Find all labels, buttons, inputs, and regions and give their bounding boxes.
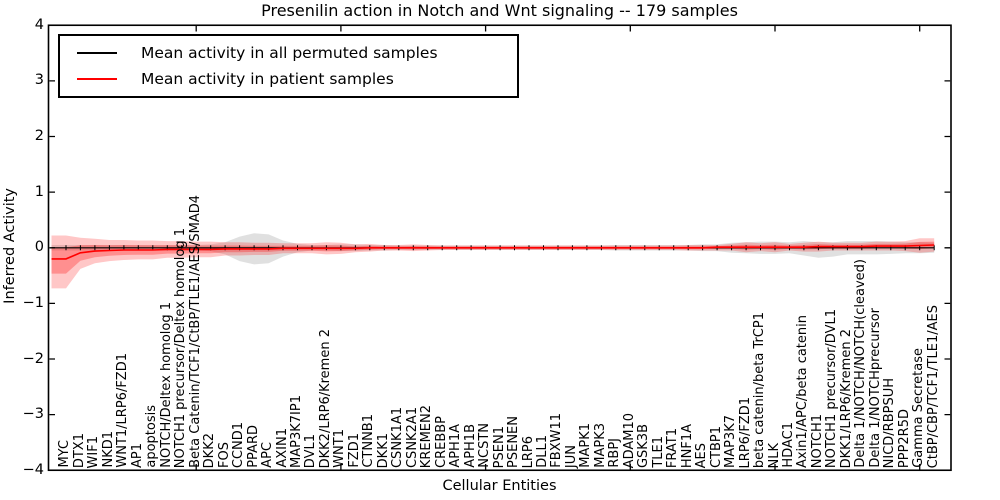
permuted-band (51, 233, 935, 265)
legend-entry-permuted: Mean activity in all permuted samples (60, 44, 517, 62)
black-line-swatch (77, 52, 117, 54)
red-line-swatch (77, 78, 117, 80)
x-tick-label: DLL1 (534, 435, 550, 468)
y-tick-label: 3 (34, 72, 44, 89)
x-tick-label: CSNK2A1 (404, 406, 420, 468)
x-tick-label: FOS (216, 442, 232, 468)
legend-entry-patient: Mean activity in patient samples (60, 70, 517, 88)
x-tick-label: DVL1 (303, 433, 319, 468)
x-tick-label: NKD1 (100, 431, 116, 468)
x-tick-label: DKK1/LRP6/Kremen 2 (838, 328, 854, 468)
x-tick-label: Beta Catenin/TCF1/CtBP/TLE1/AES/SMAD4 (187, 195, 203, 468)
x-tick-label: AXIN1 (274, 428, 290, 468)
x-tick-label: MAP3K7IP1 (288, 395, 304, 468)
x-tick-label: APC (260, 442, 276, 468)
x-tick-label: Delta 1/NOTCH/NOTCH(cleaved) (853, 259, 869, 468)
x-tick-label: DTX1 (71, 432, 87, 468)
x-tick-label: NOTCH/Deltex homolog 1 (158, 302, 174, 468)
x-tick-label: ADAM10 (621, 412, 637, 468)
x-tick-label: NOTCH1 precursor/DVL1 (824, 308, 840, 468)
x-tick-label: MAP3K7 (723, 414, 739, 468)
y-tick-label: −3 (22, 406, 44, 423)
x-tick-label: TLE1 (650, 436, 666, 468)
chart-title: Presenilin action in Notch and Wnt signa… (261, 1, 738, 20)
x-tick-label: Delta 1/NOTCHprecursor (867, 308, 883, 468)
x-tick-label: DKK2/LRP6/Kremen 2 (317, 328, 333, 468)
x-tick-label: PSENEN (506, 416, 522, 468)
x-tick-label: AP1 (129, 442, 145, 468)
y-tick-label: 0 (34, 239, 44, 256)
x-tick-label: PSEN1 (491, 425, 507, 468)
x-tick-label: GSK3B (636, 423, 652, 468)
x-axis-label: Cellular Entities (442, 478, 557, 494)
x-tick-label: PPP2R5D (896, 408, 912, 468)
x-tick-label: FBXW11 (549, 413, 565, 468)
x-tick-label: DKK1 (375, 432, 391, 468)
patient-band-inner (51, 241, 935, 274)
x-tick-label: CTNNB1 (361, 414, 377, 468)
legend-label-permuted: Mean activity in all permuted samples (141, 44, 438, 62)
x-tick-label: Axin1/APC/beta catenin (795, 314, 811, 468)
x-tick-label: AES (694, 442, 710, 468)
x-tick-label: APH1A (448, 424, 464, 468)
x-tick-label: HNF1A (679, 423, 695, 468)
x-tick-label: PPARD (245, 425, 261, 468)
x-tick-label: HDAC1 (780, 422, 796, 468)
axis-ticks (49, 24, 951, 471)
patient-mean-line (51, 244, 935, 260)
y-tick-label: −1 (22, 294, 44, 311)
x-tick-label: LRP6 (520, 435, 536, 468)
x-tick-label: JUN (563, 444, 579, 468)
legend: Mean activity in all permuted samples Me… (58, 34, 519, 98)
x-tick-label: RBPJ (607, 438, 623, 468)
x-tick-label: APH1B (462, 424, 478, 468)
x-tick-label: WNT1/LRP6/FZD1 (115, 353, 131, 468)
x-tick-label: NLK (766, 442, 782, 469)
x-tick-label: CREBBP (433, 416, 449, 468)
y-tick-label: 2 (34, 128, 44, 144)
y-tick-label: 1 (34, 183, 44, 200)
x-tick-label: MAPK3 (592, 423, 608, 468)
x-tick-label: MAPK1 (578, 423, 594, 468)
x-tick-label: LRP6/FZD1 (737, 396, 753, 468)
y-tick-label: 4 (34, 16, 44, 33)
y-tick-label: −4 (22, 461, 44, 478)
x-tick-label: NOTCH1 (809, 413, 825, 468)
x-tick-label: WIF1 (86, 435, 102, 468)
x-tick-label: KREMEN2 (419, 404, 435, 468)
x-tick-label: NCSTN (477, 423, 493, 468)
x-tick-label: beta catenin/beta TrCP1 (752, 311, 768, 468)
x-tick-label: FZD1 (346, 433, 362, 468)
x-tick-label: FRAT1 (665, 427, 681, 468)
x-tick-label: Gamma Secretase (911, 348, 927, 468)
x-tick-label: WNT1 (332, 429, 348, 468)
legend-label-patient: Mean activity in patient samples (141, 70, 394, 88)
x-tick-label: apoptosis (144, 405, 160, 468)
x-tick-label: MYC (57, 440, 73, 468)
x-tick-label: CTBP1 (708, 425, 724, 468)
x-tick-label: CSNK1A1 (390, 406, 406, 468)
x-tick-label: NOTCH1 precursor/Deltex homolog 1 (173, 227, 189, 468)
x-tick-label: CtBP/CBP/TCF1/TLE1/AES (925, 304, 941, 468)
x-tick-label: NICD/RBPSUH (882, 377, 898, 468)
x-tick-label: DKK2 (202, 432, 218, 468)
axes-frame (47, 24, 952, 472)
y-tick-label: −2 (22, 350, 44, 367)
x-tick-label: CCND1 (231, 421, 247, 468)
